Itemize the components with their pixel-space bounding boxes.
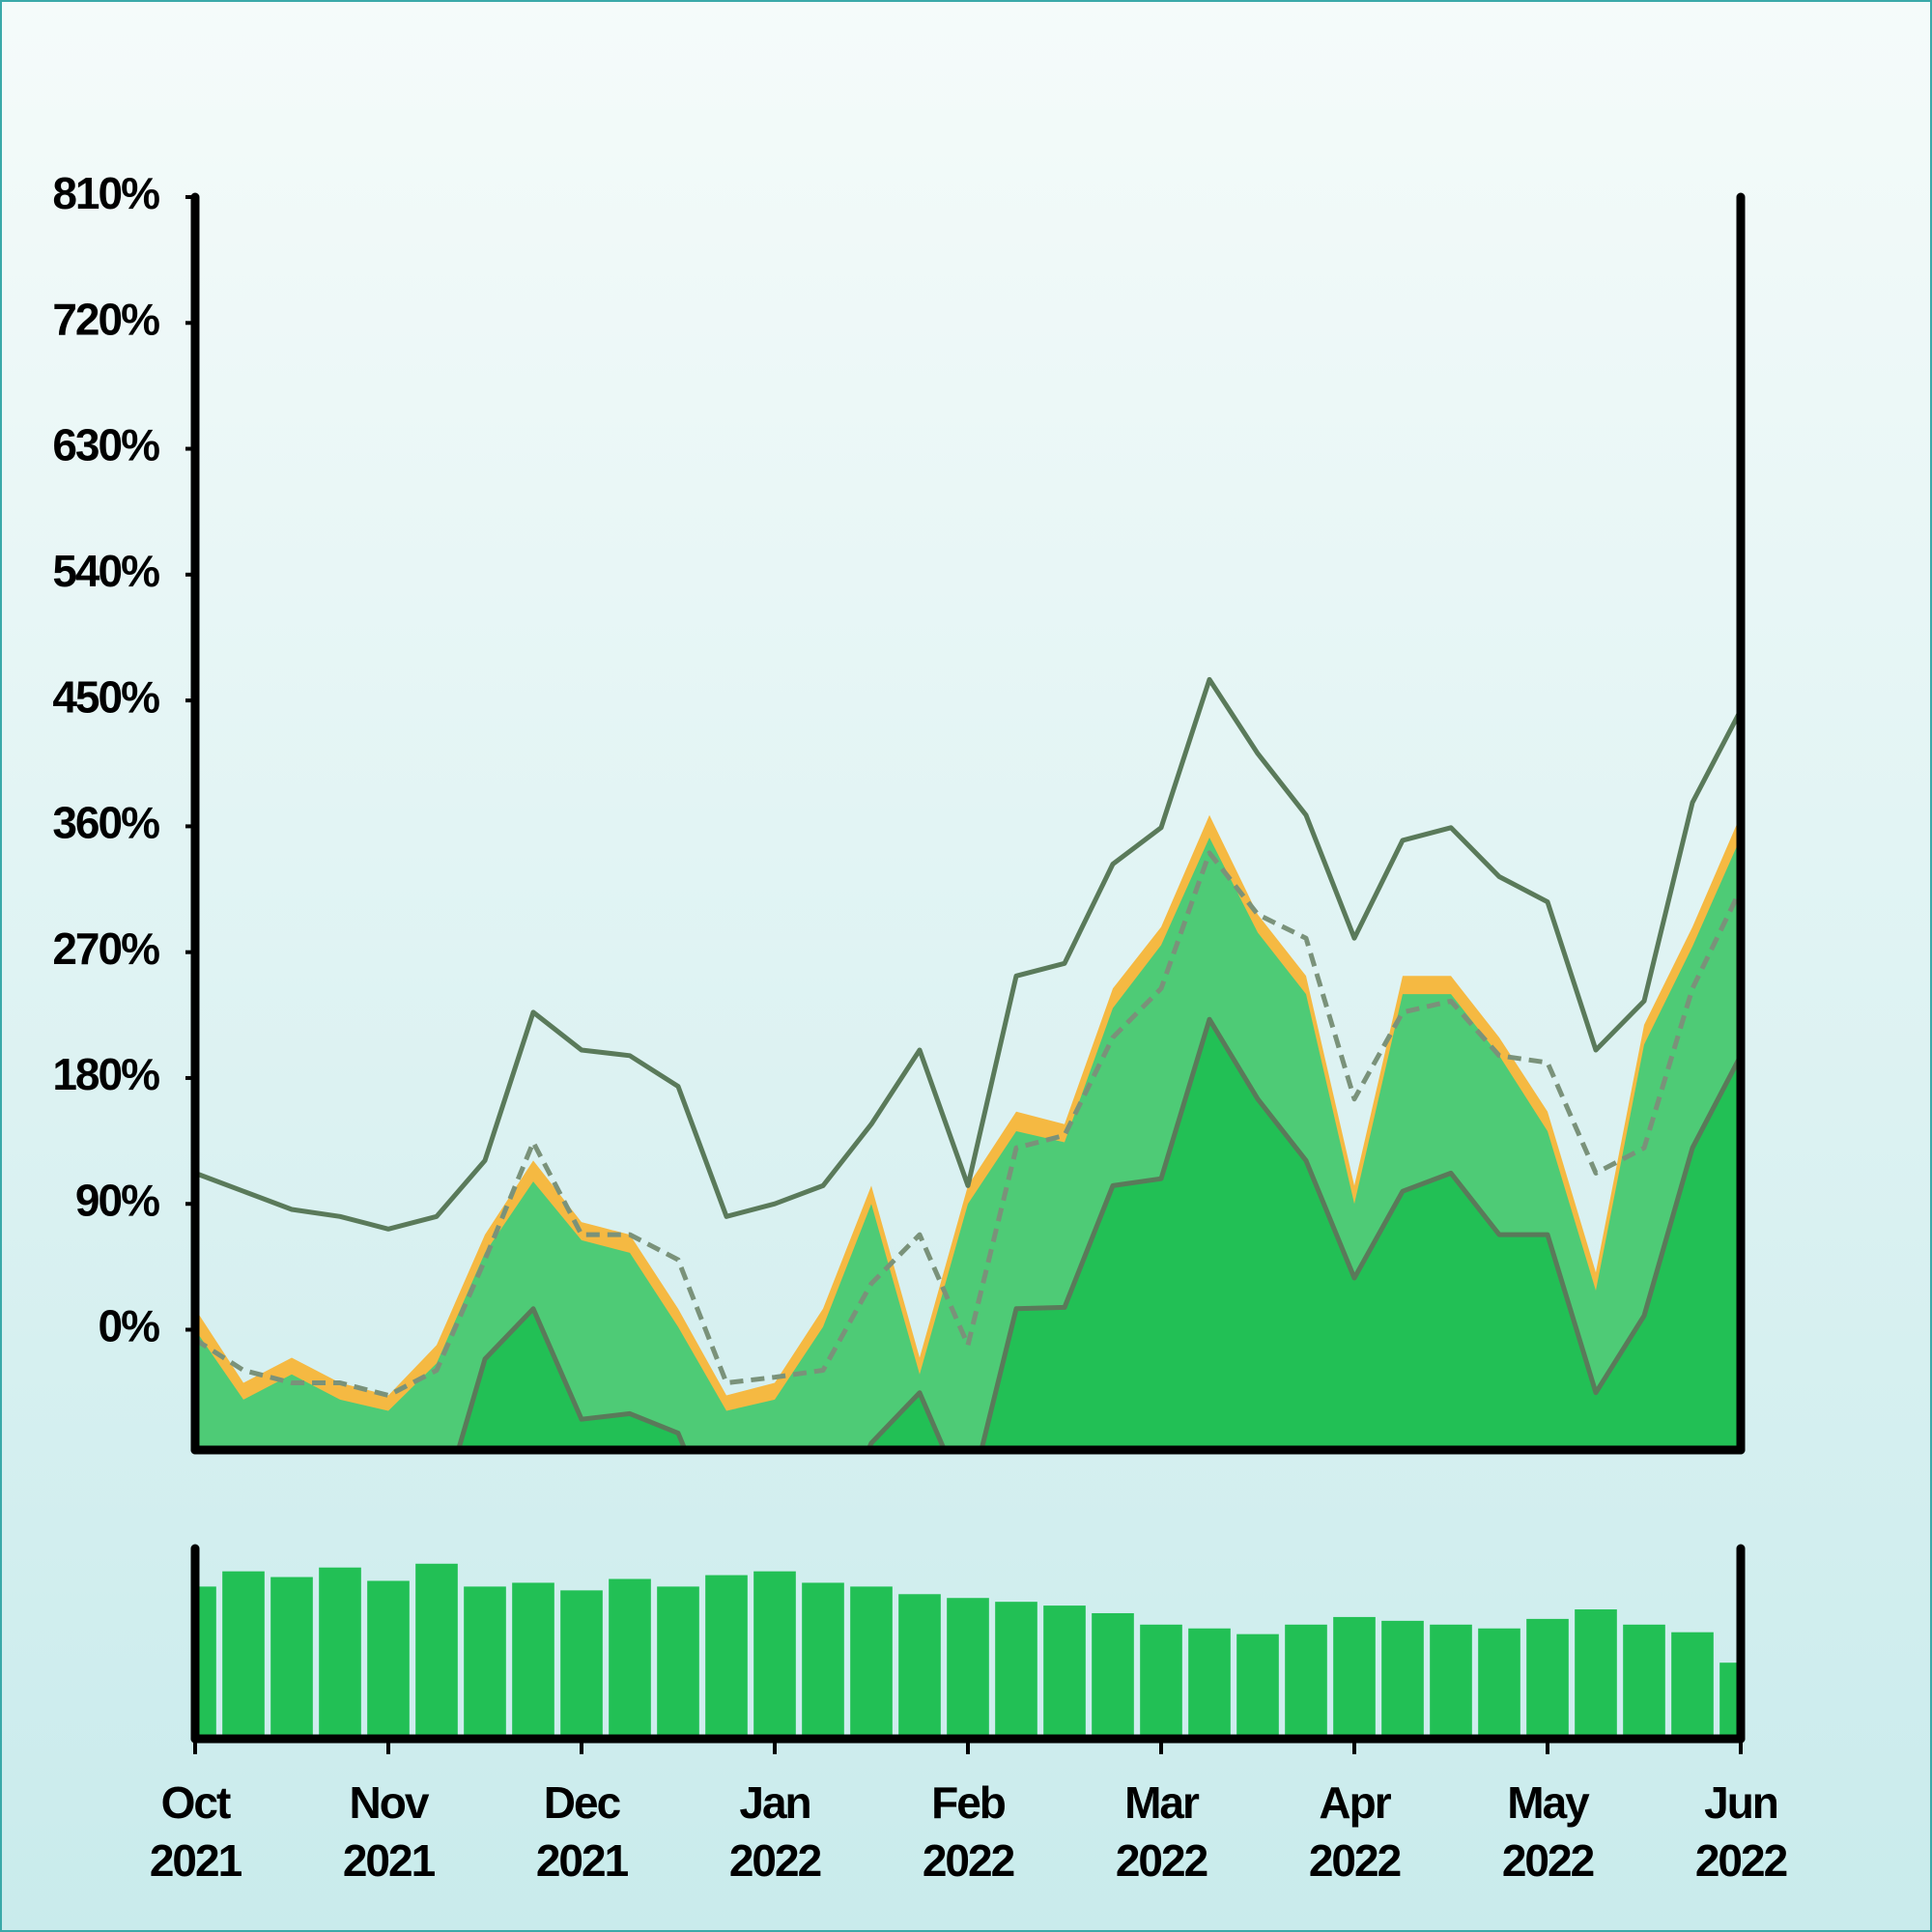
volume-bar bbox=[1478, 1628, 1520, 1739]
x-tick-label: Dec 2021 bbox=[535, 1777, 629, 1886]
volume-bar bbox=[947, 1598, 989, 1739]
y-tick-label: 360% bbox=[52, 798, 159, 848]
volume-bar bbox=[898, 1594, 941, 1739]
volume-bar bbox=[1043, 1605, 1086, 1739]
volume-bar bbox=[222, 1571, 265, 1739]
volume-bar bbox=[609, 1578, 651, 1739]
x-tick-label: Nov 2021 bbox=[342, 1777, 436, 1886]
band-line bbox=[455, 1016, 1741, 1450]
volume-bar bbox=[415, 1563, 458, 1739]
x-tick-label: Mar 2022 bbox=[1115, 1777, 1208, 1886]
volume-bar bbox=[1430, 1624, 1472, 1739]
volume-bar bbox=[1719, 1662, 1741, 1739]
x-tick-label: Apr 2022 bbox=[1308, 1777, 1402, 1886]
volume-bar bbox=[319, 1567, 361, 1739]
y-tick-label: 0% bbox=[99, 1301, 160, 1351]
x-tick-label: Oct 2021 bbox=[149, 1777, 242, 1886]
volume-bar bbox=[270, 1577, 313, 1739]
area bbox=[458, 1019, 1741, 1450]
volume-bar bbox=[367, 1580, 410, 1739]
y-tick-label: 450% bbox=[52, 671, 159, 722]
x-tick-label: Feb 2022 bbox=[922, 1777, 1015, 1886]
volume-bar bbox=[802, 1582, 844, 1739]
y-tick-label: 270% bbox=[52, 923, 159, 974]
y-tick-label: 630% bbox=[52, 420, 159, 470]
volume-bar bbox=[464, 1586, 506, 1739]
volume-bar bbox=[560, 1590, 603, 1739]
y-tick-label: 810% bbox=[52, 168, 159, 218]
volume-bar bbox=[1140, 1624, 1182, 1739]
x-tick-label: Jan 2022 bbox=[728, 1777, 822, 1886]
volume-plot bbox=[195, 1563, 1741, 1739]
axes: 0% 90% 180% 270% 360% 450% 540% 630% 720% 810% bbox=[52, 168, 1746, 1754]
main-plot bbox=[195, 676, 1741, 1450]
x-tick-label: Jun 2022 bbox=[1694, 1777, 1788, 1886]
volume-bar bbox=[850, 1586, 893, 1739]
volume-bar bbox=[657, 1586, 699, 1739]
x-tick-label: May 2022 bbox=[1501, 1777, 1595, 1886]
y-tick-label: 720% bbox=[52, 294, 159, 344]
volume-bar bbox=[1623, 1624, 1665, 1739]
y-tick-label: 540% bbox=[52, 546, 159, 596]
y-tick-label: 180% bbox=[52, 1049, 159, 1099]
y-tick-label: 90% bbox=[75, 1175, 159, 1225]
volume-bar bbox=[705, 1575, 748, 1739]
dashed-line bbox=[195, 850, 1741, 1398]
volume-bar bbox=[195, 1586, 216, 1739]
volume-bar bbox=[1381, 1620, 1424, 1739]
volume-bar bbox=[512, 1582, 554, 1739]
band-line bbox=[195, 676, 1741, 1232]
volume-bar bbox=[1333, 1616, 1376, 1739]
volume-bar bbox=[1285, 1624, 1327, 1739]
volume-bar bbox=[1092, 1612, 1134, 1739]
volume-bar bbox=[753, 1571, 796, 1739]
volume-bar bbox=[1526, 1618, 1569, 1739]
volume-bar bbox=[1236, 1634, 1279, 1739]
volume-bar bbox=[1575, 1609, 1617, 1739]
volume-bar bbox=[995, 1602, 1037, 1739]
volume-bar bbox=[1671, 1632, 1714, 1739]
volume-bar bbox=[1188, 1628, 1231, 1739]
